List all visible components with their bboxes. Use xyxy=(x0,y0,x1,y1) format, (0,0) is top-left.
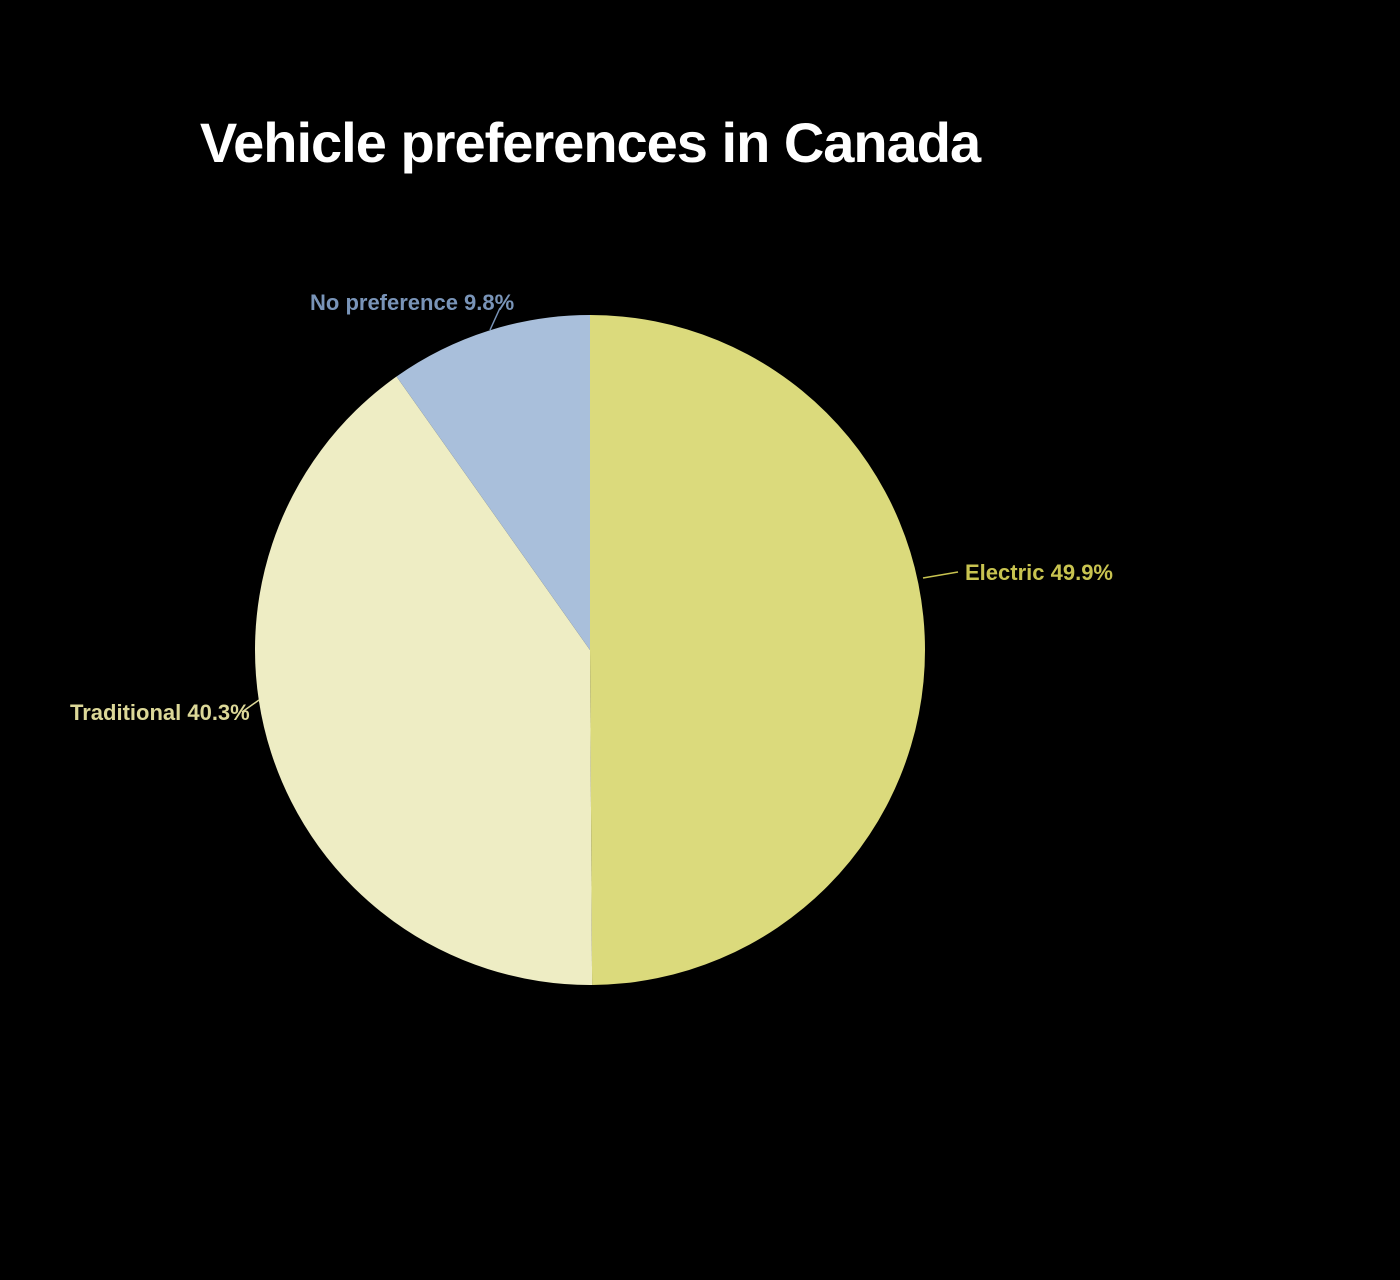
leader-line xyxy=(923,572,958,578)
pie-slice-label: No preference 9.8% xyxy=(310,290,514,316)
pie-slice-label: Traditional 40.3% xyxy=(70,700,250,726)
pie-slice-label: Electric 49.9% xyxy=(965,560,1113,586)
pie-chart-svg xyxy=(0,0,1180,1080)
pie-chart-container: Vehicle preferences in Canada Electric 4… xyxy=(0,0,1180,1080)
pie-slice xyxy=(590,315,925,985)
